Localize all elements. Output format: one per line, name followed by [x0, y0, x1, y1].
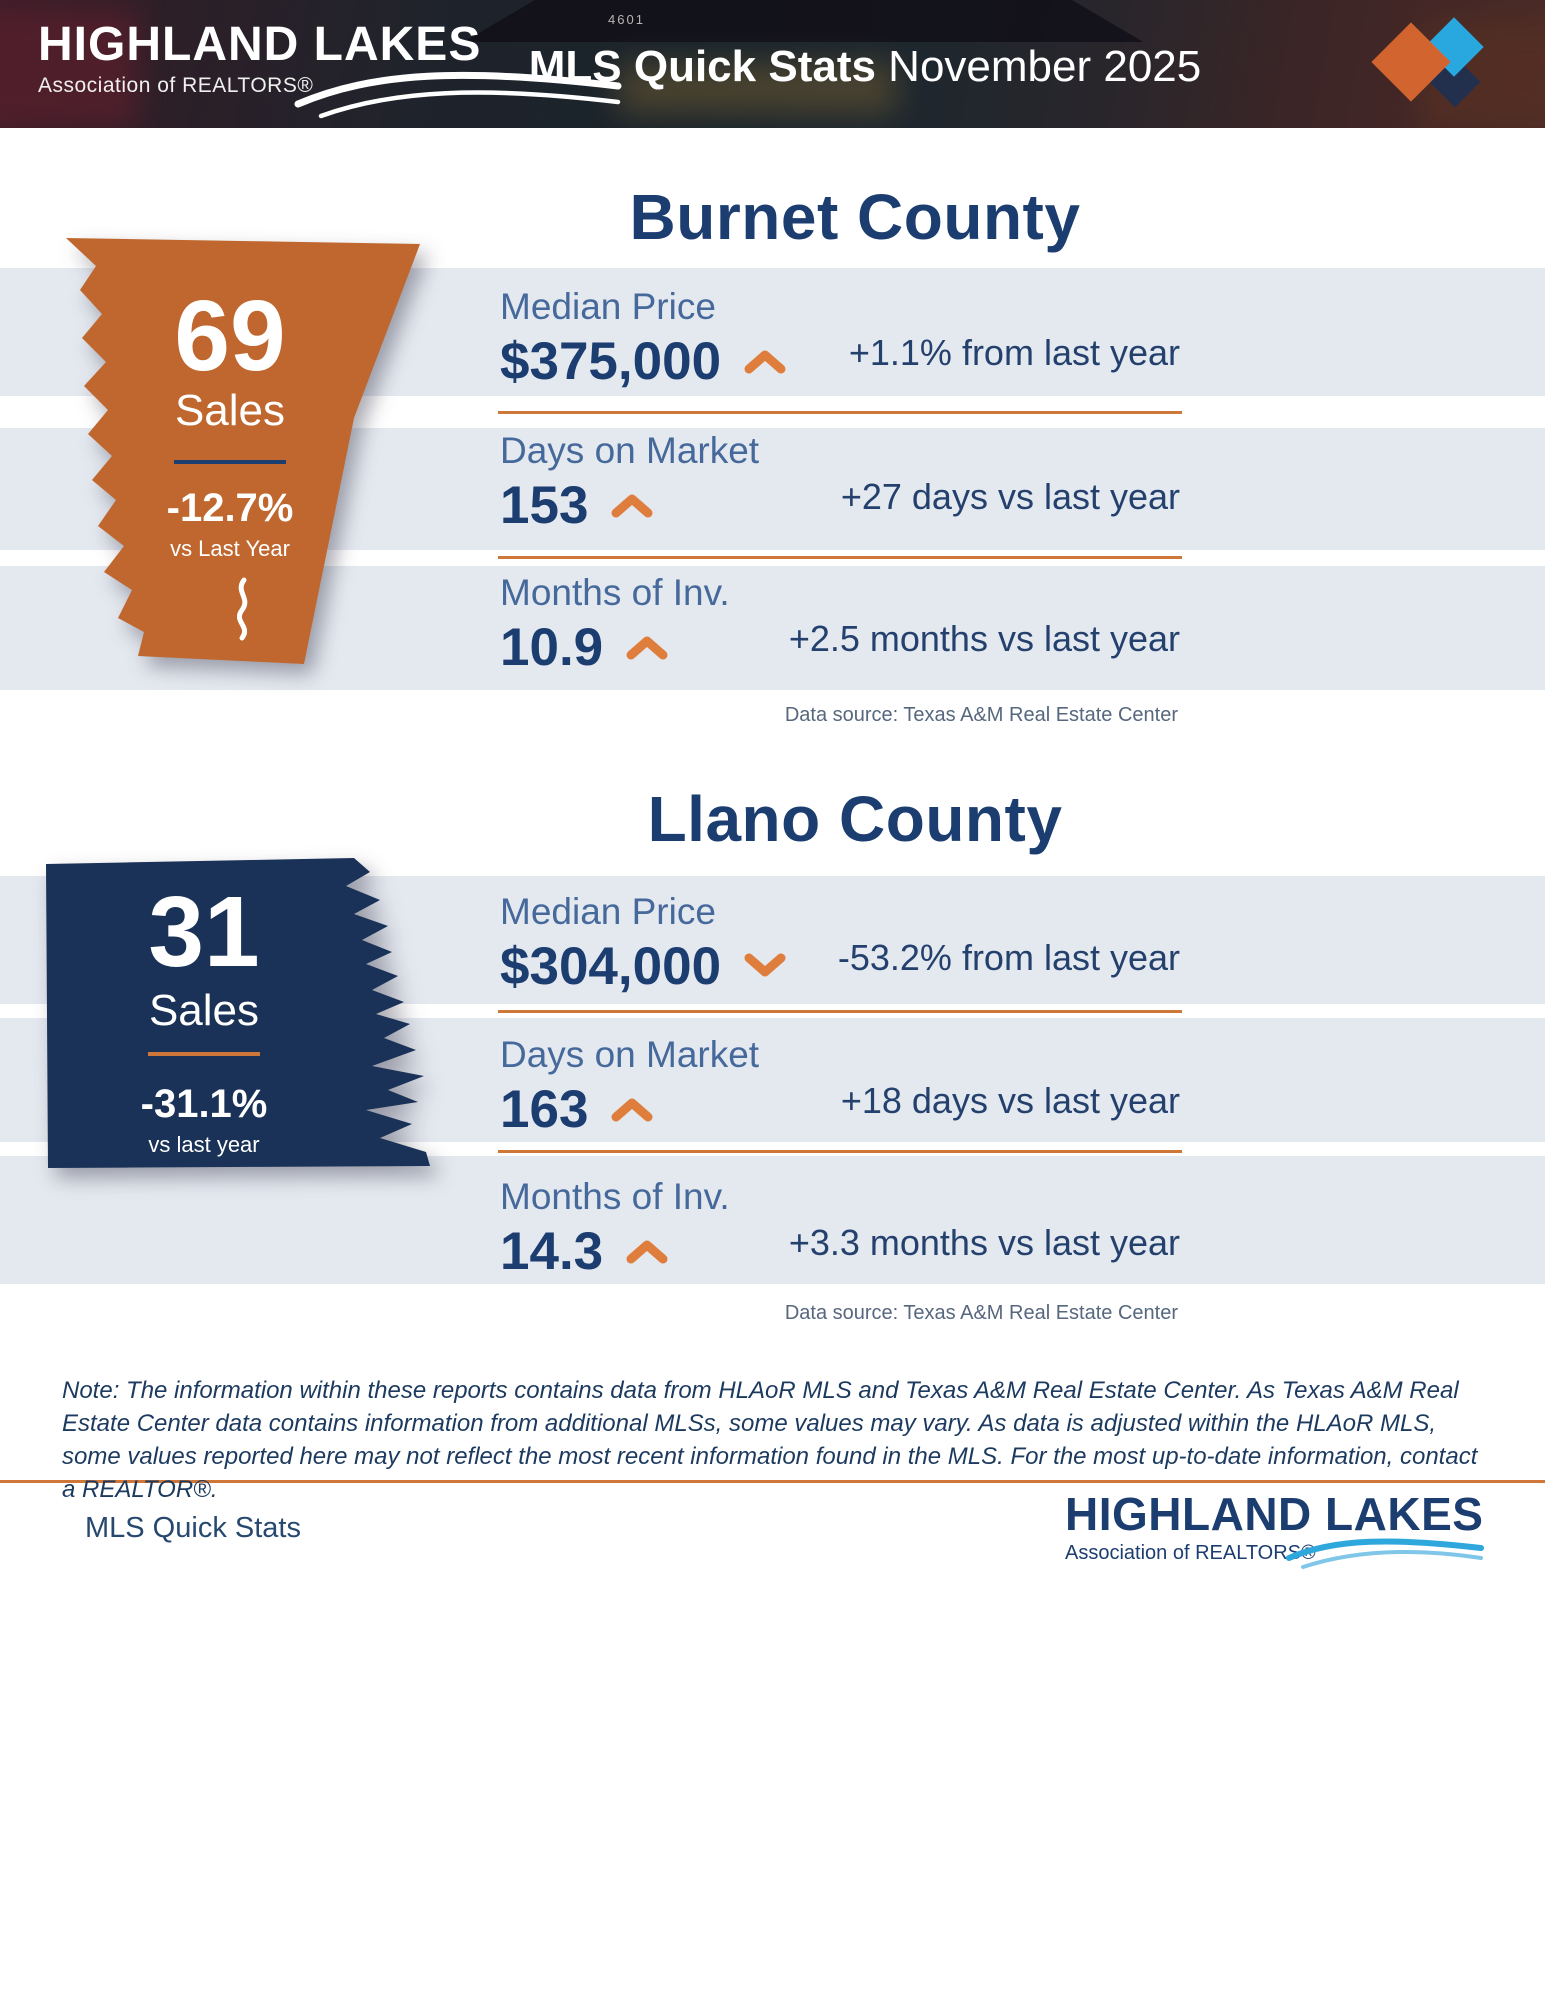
stat-divider	[498, 1150, 1182, 1153]
photo-shade-overlay	[0, 0, 1545, 128]
llano-yoy-change: -31.1%	[140, 1082, 268, 1126]
building-roof-photo	[463, 0, 1144, 42]
burnet-sales-count: 69	[174, 280, 286, 392]
footer-title: MLS Quick Stats	[85, 1512, 301, 1544]
data-source: Data source: Texas A&M Real Estate Cente…	[784, 1302, 1178, 1324]
trend-arrow-icon	[743, 347, 787, 375]
burnet-yoy-change: -12.7%	[166, 486, 294, 530]
page-title-period: November 2025	[888, 42, 1202, 91]
footer-divider	[0, 1480, 1545, 1483]
trend-arrow-icon	[610, 1095, 654, 1123]
stat-label: Months of Inv.	[500, 572, 730, 613]
llano-yoy-label: vs last year	[148, 1132, 260, 1157]
llano-map-shape-icon	[46, 858, 430, 1168]
llano-sales-label: Sales	[148, 986, 260, 1035]
stat-row-months-of-inventory: Months of Inv. 14.3 +3.3 months vs last …	[500, 1176, 1180, 1281]
llano-county-map: 31 Sales -31.1% vs last year	[36, 852, 436, 1174]
wave-swoosh-icon	[294, 71, 622, 119]
stat-row-median-price: Median Price $375,000 +1.1% from last ye…	[500, 286, 1180, 391]
stat-change: -53.2% from last year	[837, 937, 1180, 978]
stat-row-months-of-inventory: Months of Inv. 10.9 +2.5 months vs last …	[500, 572, 1180, 677]
stat-change: +2.5 months vs last year	[788, 618, 1180, 659]
diamond-logo-icon	[1371, 17, 1493, 110]
building-number: 4601	[608, 12, 645, 27]
footer-hlar-logo: HIGHLAND LAKES Association of REALTORS®	[1065, 1488, 1485, 1569]
llano-map-divider	[148, 1052, 260, 1056]
stat-change: +1.1% from last year	[848, 332, 1180, 373]
lake-squiggle-icon	[236, 577, 248, 641]
trend-arrow-icon	[625, 1237, 669, 1265]
stat-value: $304,000	[500, 936, 722, 996]
stat-divider	[498, 411, 1182, 414]
stat-row-days-on-market: Days on Market 153 +27 days vs last year	[500, 430, 1180, 535]
stat-value: 153	[500, 475, 589, 535]
stat-row-days-on-market: Days on Market 163 +18 days vs last year	[500, 1034, 1180, 1139]
stat-label: Median Price	[500, 286, 716, 327]
data-source: Data source: Texas A&M Real Estate Cente…	[784, 704, 1178, 726]
stat-label: Median Price	[500, 891, 716, 932]
logo-subtitle: Association of REALTORS®	[38, 74, 314, 98]
stat-label: Days on Market	[500, 1034, 760, 1075]
footer-logo-subtitle: Association of REALTORS®	[1065, 1542, 1316, 1565]
stat-divider	[498, 556, 1182, 559]
header-banner: 4601 HIGHLAND LAKES Association of REALT…	[0, 0, 1545, 128]
stat-label: Months of Inv.	[500, 1176, 730, 1217]
burnet-map-shape-icon	[66, 238, 420, 664]
bg-stripe	[0, 1156, 1545, 1284]
stat-change: +3.3 months vs last year	[788, 1222, 1180, 1263]
burnet-yoy-label: vs Last Year	[170, 536, 290, 561]
trend-arrow-icon	[743, 952, 787, 980]
building-window-glow	[618, 64, 897, 113]
stat-change: +18 days vs last year	[840, 1080, 1180, 1121]
llano-sales-count: 31	[148, 876, 260, 988]
trend-arrow-icon	[625, 633, 669, 661]
page-title: MLS Quick Stats November 2025	[529, 42, 1202, 92]
logo-title: HIGHLAND LAKES	[38, 18, 482, 71]
hlar-logo: HIGHLAND LAKES Association of REALTORS®	[38, 18, 622, 119]
trend-arrow-icon	[610, 491, 654, 519]
stat-row-median-price: Median Price $304,000 -53.2% from last y…	[500, 891, 1180, 996]
llano-county-title: Llano County	[647, 783, 1063, 855]
stat-value: 163	[500, 1079, 589, 1139]
disclaimer-note: Note: The information within these repor…	[62, 1377, 1478, 1504]
burnet-map-divider	[174, 460, 286, 464]
stat-value: 10.9	[500, 617, 604, 677]
burnet-county-title: Burnet County	[629, 181, 1081, 253]
stat-value: 14.3	[500, 1221, 604, 1281]
stat-change: +27 days vs last year	[840, 476, 1180, 517]
stat-label: Days on Market	[500, 430, 760, 471]
footer-logo-title: HIGHLAND LAKES	[1065, 1488, 1484, 1540]
stat-value: $375,000	[500, 331, 722, 391]
stat-divider	[498, 1010, 1182, 1013]
footer-wave-swoosh-icon	[1286, 1538, 1484, 1569]
tree-photo-left	[0, 10, 140, 128]
burnet-sales-label: Sales	[174, 386, 286, 435]
burnet-county-map: 69 Sales -12.7% vs Last Year	[52, 228, 432, 676]
page-title-bold: MLS Quick Stats	[528, 42, 876, 91]
